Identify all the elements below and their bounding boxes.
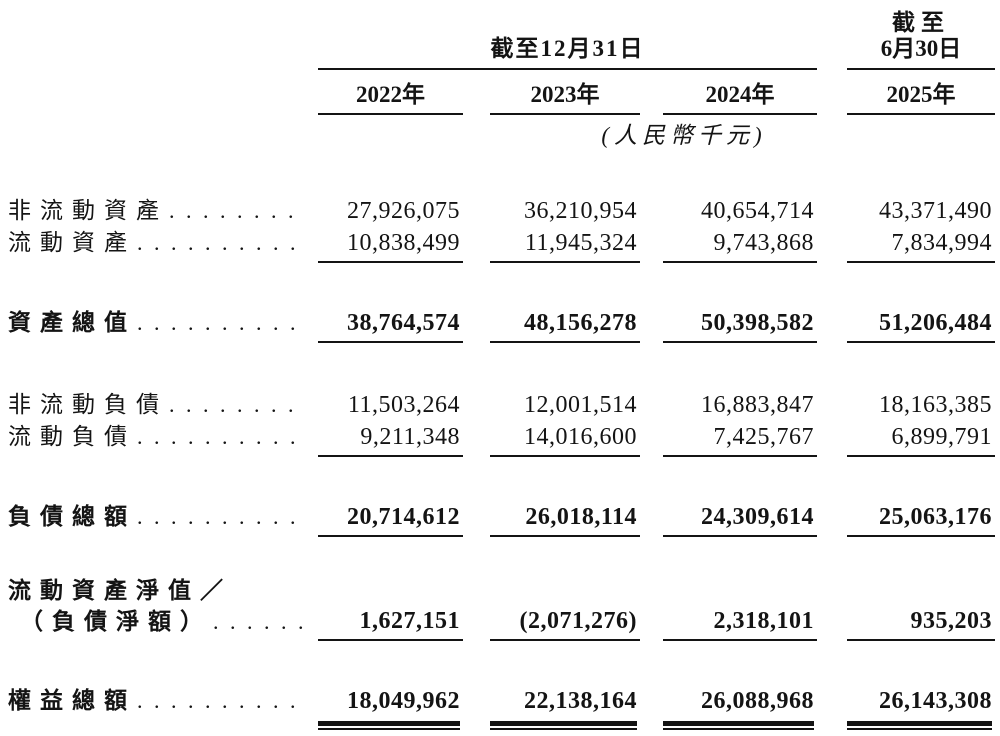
value-2025: 6,899,791 <box>847 422 995 457</box>
row-label-line1: 流動資產淨值／ <box>8 578 232 603</box>
value-2024: 16,883,847 <box>701 392 814 418</box>
dot-leader: . . . . . . . . . . <box>137 424 299 449</box>
dot-leader: . . . . . . . . . . <box>137 230 299 255</box>
period-jun-line2: 6月30日 <box>880 36 962 61</box>
value-2022: 1,627,151 <box>318 606 463 641</box>
value-2023: 11,945,324 <box>490 228 640 263</box>
currency-unit-note: (人民幣千元) <box>601 123 767 148</box>
value-2024: 7,425,767 <box>663 422 817 457</box>
period-header-row: 截至12月31日 截至 6月30日 <box>0 10 1000 70</box>
value-2024: 26,088,968 <box>663 686 817 730</box>
table-row-total-equity: 權益總額 . . . . . . . . . . 18,049,962 22,1… <box>0 685 1000 730</box>
period-dec-span: 截至12月31日 <box>318 36 817 70</box>
value-2025: 43,371,490 <box>879 198 992 224</box>
value-2023: (2,071,276) <box>490 606 640 641</box>
value-2024: 24,309,614 <box>663 502 817 537</box>
dot-leader: . . . . . . . . . . <box>137 310 299 335</box>
value-2023: 22,138,164 <box>490 686 640 730</box>
value-2025: 7,834,994 <box>847 228 995 263</box>
year-header-2023: 2023年 <box>490 82 640 115</box>
year-header-row: 2022年 2023年 2024年 2025年 <box>0 82 1000 115</box>
value-2022: 10,838,499 <box>318 228 463 263</box>
value-2024: 50,398,582 <box>663 308 817 343</box>
period-jun-span: 截至 6月30日 <box>847 10 995 70</box>
value-2024: 9,743,868 <box>663 228 817 263</box>
dot-leader: . . . . . . . . . . <box>137 504 299 529</box>
row-label: 資產總值 <box>8 310 136 335</box>
table-row-net-current-assets: 流動資產淨值／ （負債淨額） . . . . . . 1,627,151 (2,… <box>0 575 1000 641</box>
table-row-non-current-liabilities: 非流動負債 . . . . . . . . 11,503,264 12,001,… <box>0 389 1000 421</box>
row-label-cell: 權益總額 . . . . . . . . . . <box>0 685 318 716</box>
value-2025: 935,203 <box>847 606 995 641</box>
table-row-total-assets: 資產總值 . . . . . . . . . . 38,764,574 48,1… <box>0 307 1000 343</box>
dot-leader: . . . . . . . . <box>169 392 297 417</box>
row-label-cell: 資產總值 . . . . . . . . . . <box>0 307 318 338</box>
value-2022: 20,714,612 <box>318 502 463 537</box>
value-2025: 18,163,385 <box>879 392 992 418</box>
row-label: 權益總額 <box>8 688 136 713</box>
row-label: 非流動負債 <box>8 392 168 417</box>
table-row-non-current-assets: 非流動資產 . . . . . . . . 27,926,075 36,210,… <box>0 195 1000 227</box>
table-row-current-assets: 流動資產 . . . . . . . . . . 10,838,499 11,9… <box>0 227 1000 263</box>
row-label-cell: 負債總額 . . . . . . . . . . <box>0 501 318 532</box>
value-2024: 40,654,714 <box>701 198 814 224</box>
row-label-cell: 非流動資產 . . . . . . . . <box>0 195 318 226</box>
dot-leader: . . . . . . <box>213 609 307 634</box>
value-2023: 26,018,114 <box>490 502 640 537</box>
period-jun-line1: 截至 <box>892 10 950 35</box>
value-2022: 11,503,264 <box>347 392 460 418</box>
year-header-2022: 2022年 <box>318 82 463 115</box>
row-label-cell: 流動資產 . . . . . . . . . . <box>0 227 318 258</box>
value-2022: 9,211,348 <box>318 422 463 457</box>
value-2022: 27,926,075 <box>347 198 460 224</box>
value-2022: 38,764,574 <box>318 308 463 343</box>
dot-leader: . . . . . . . . . . <box>137 688 299 713</box>
value-2025: 26,143,308 <box>847 686 995 730</box>
value-2023: 14,016,600 <box>490 422 640 457</box>
row-label: 流動資產 <box>8 230 136 255</box>
table-body: 非流動資產 . . . . . . . . 27,926,075 36,210,… <box>0 195 1000 730</box>
row-label-cell: 流動負債 . . . . . . . . . . <box>0 421 318 452</box>
table-row-total-liabilities: 負債總額 . . . . . . . . . . 20,714,612 26,0… <box>0 501 1000 537</box>
value-2024: 2,318,101 <box>663 606 817 641</box>
row-label: 負債總額 <box>8 504 136 529</box>
value-2023: 48,156,278 <box>490 308 640 343</box>
year-header-2024: 2024年 <box>663 82 817 115</box>
value-2025: 25,063,176 <box>847 502 995 537</box>
table-row-current-liabilities: 流動負債 . . . . . . . . . . 9,211,348 14,01… <box>0 421 1000 457</box>
value-2025: 51,206,484 <box>847 308 995 343</box>
value-2023: 36,210,954 <box>524 198 637 224</box>
row-label-line2: （負債淨額） <box>20 609 212 634</box>
value-2022: 18,049,962 <box>318 686 463 730</box>
header-spacer <box>0 123 318 149</box>
row-label-cell: 流動資產淨值／ （負債淨額） . . . . . . <box>0 575 318 641</box>
dot-leader: . . . . . . . . <box>169 198 297 223</box>
unit-note-row: (人民幣千元) <box>0 123 1000 149</box>
value-2023: 12,001,514 <box>524 392 637 418</box>
year-header-2025: 2025年 <box>847 82 995 115</box>
row-label: 流動負債 <box>8 424 136 449</box>
row-label: 非流動資產 <box>8 198 168 223</box>
row-label-cell: 非流動負債 . . . . . . . . <box>0 389 318 420</box>
